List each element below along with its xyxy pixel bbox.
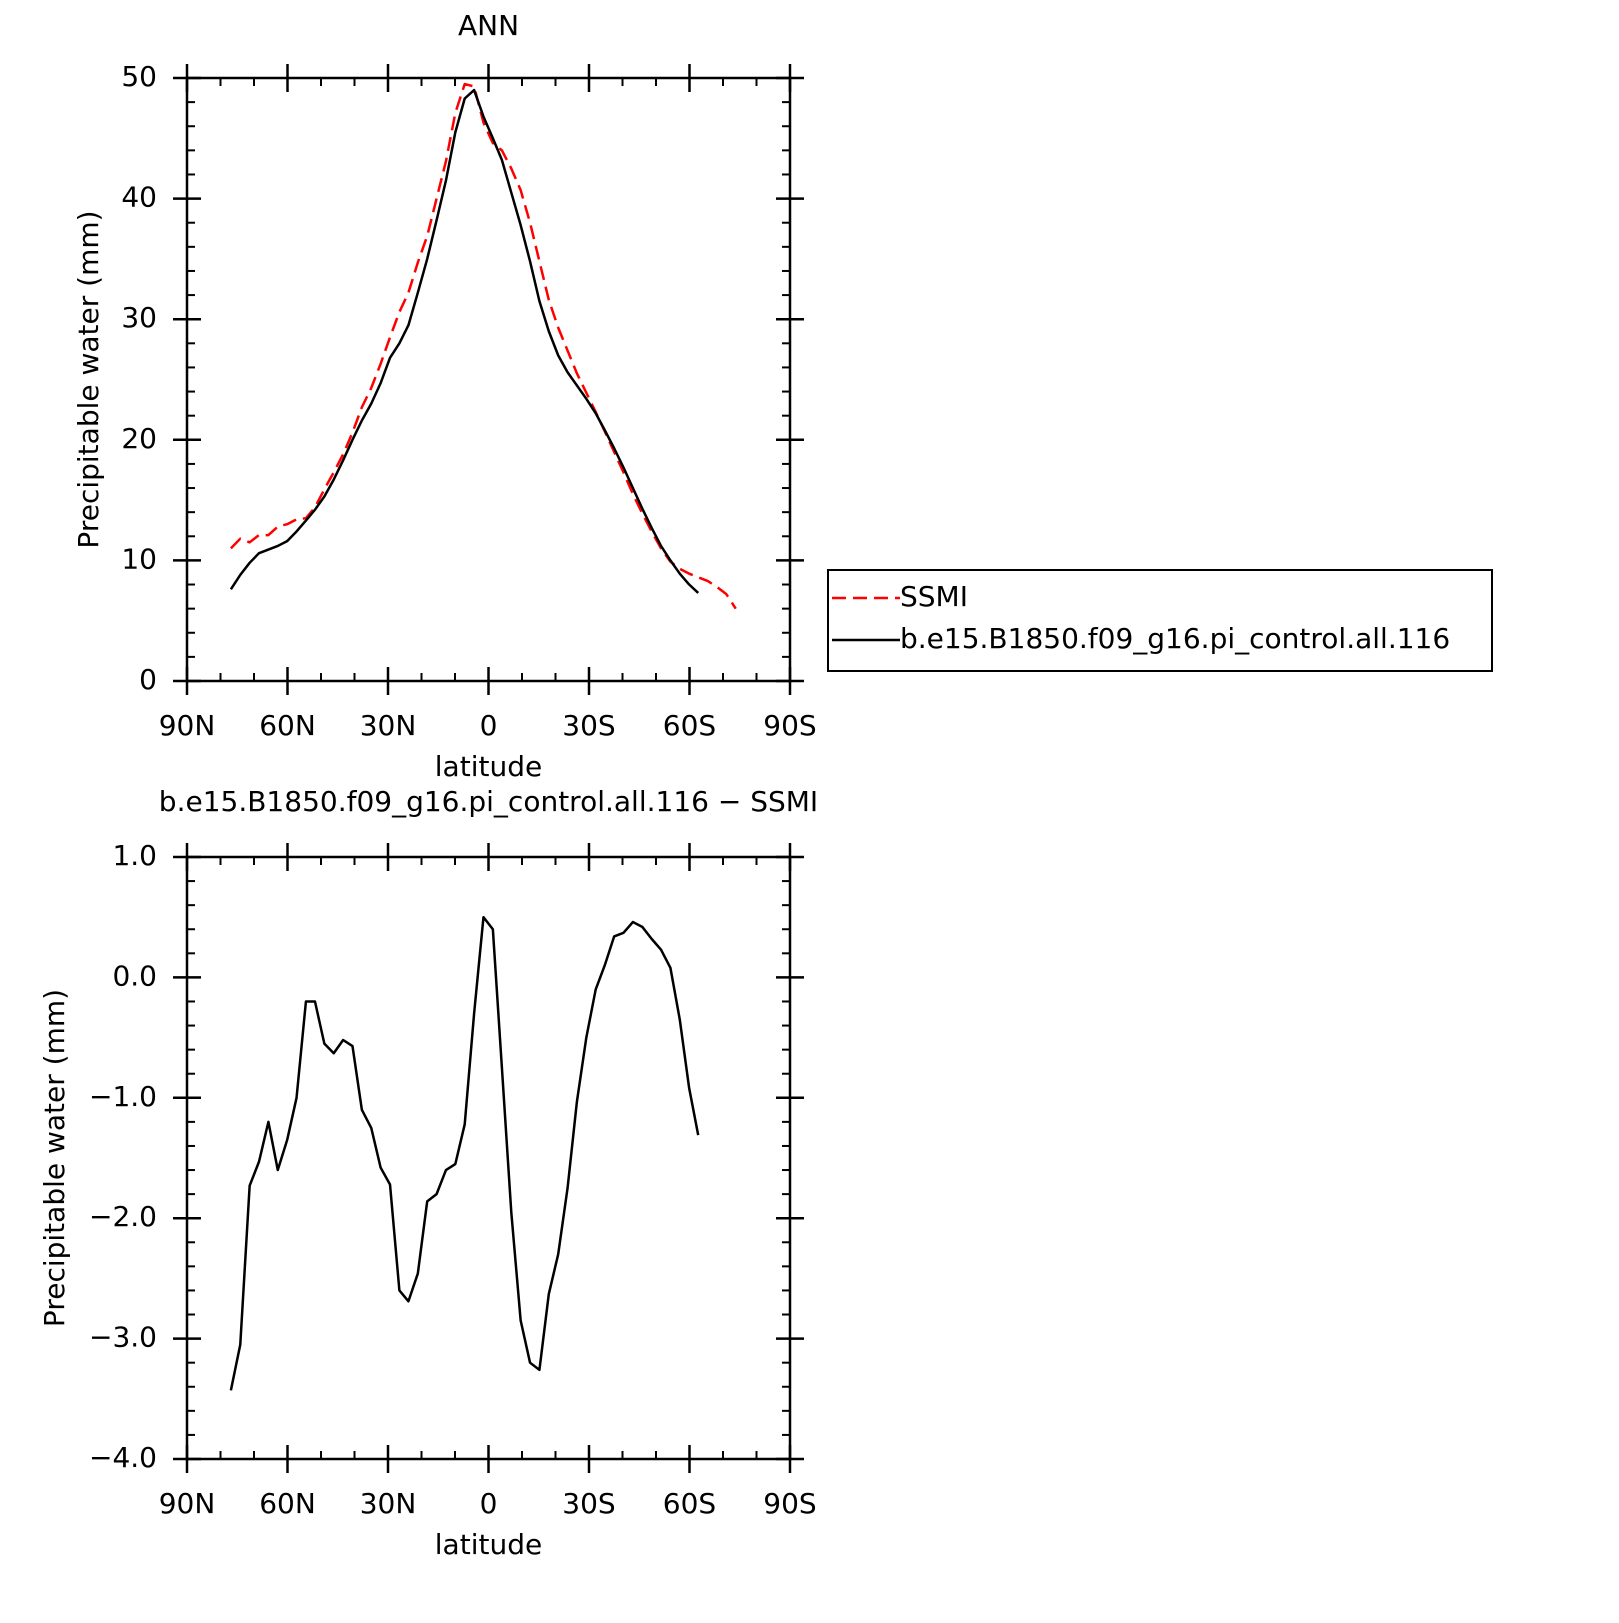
x-axis-label: latitude [435, 750, 542, 783]
y-tick-label: 50 [121, 60, 157, 93]
x-tick-label: 30S [562, 1487, 615, 1520]
chart-title: ANN [458, 9, 519, 42]
y-tick-label: 0 [139, 663, 157, 696]
x-tick-label: 30S [562, 709, 615, 742]
x-tick-label: 90N [159, 709, 216, 742]
legend: SSMI b.e15.B1850.f09_g16.pi_control.all.1… [827, 569, 1493, 672]
chart-title: b.e15.B1850.f09_g16.pi_control.all.116 −… [159, 785, 818, 818]
y-tick-label: −1.0 [89, 1080, 157, 1113]
x-axis-label: latitude [435, 1528, 542, 1561]
legend-label: b.e15.B1850.f09_g16.pi_control.all.116 [900, 622, 1450, 655]
legend-label: SSMI [900, 580, 968, 613]
x-tick-label: 60N [259, 1487, 316, 1520]
x-tick-label: 60S [663, 709, 716, 742]
x-tick-label: 90S [763, 709, 816, 742]
x-tick-label: 0 [480, 1487, 498, 1520]
x-tick-label: 60S [663, 1487, 716, 1520]
data-line [229, 915, 700, 1391]
y-tick-label: 0.0 [112, 959, 157, 992]
legend-box [827, 569, 1493, 672]
y-axis-label: Precipitable water (mm) [38, 989, 71, 1327]
y-tick-label: 40 [121, 181, 157, 214]
y-axis-label: Precipitable water (mm) [72, 210, 105, 548]
y-tick-label: 30 [121, 301, 157, 334]
x-tick-label: 90N [159, 1487, 216, 1520]
plot-frame [185, 855, 792, 1461]
y-tick-label: −2.0 [89, 1200, 157, 1233]
y-tick-label: 10 [121, 542, 157, 575]
x-tick-label: 30N [360, 709, 417, 742]
data-line [229, 82, 737, 610]
x-tick-label: 30N [360, 1487, 417, 1520]
x-tick-label: 60N [259, 709, 316, 742]
x-tick-label: 0 [480, 709, 498, 742]
plot-frame [185, 76, 792, 683]
y-tick-label: −4.0 [89, 1441, 157, 1474]
y-tick-label: 20 [121, 422, 157, 455]
y-tick-label: 1.0 [112, 839, 157, 872]
data-line [229, 88, 700, 594]
y-tick-label: −3.0 [89, 1321, 157, 1354]
x-tick-label: 90S [763, 1487, 816, 1520]
